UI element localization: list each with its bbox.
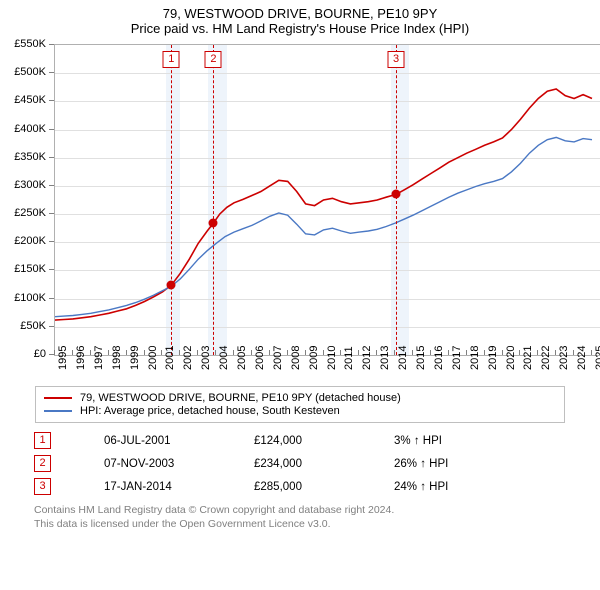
sale-date: 17-JAN-2014 xyxy=(104,475,254,498)
table-row: 3 17-JAN-2014£285,00024% ↑ HPI xyxy=(34,475,566,498)
sale-delta: 3% ↑ HPI xyxy=(394,429,566,452)
x-axis-label: 1995 xyxy=(57,346,77,370)
sale-point xyxy=(167,281,176,290)
y-axis-label: £50K xyxy=(0,320,46,332)
table-row: 2 07-NOV-2003£234,00026% ↑ HPI xyxy=(34,452,566,475)
y-axis-label: £200K xyxy=(0,235,46,247)
y-axis-label: £100K xyxy=(0,292,46,304)
sale-marker-badge: 1 xyxy=(163,51,180,68)
plot-area: 1 2 3 xyxy=(54,44,600,356)
price-chart: 123 £0£50K£100K£150K£200K£250K£300K£350K… xyxy=(40,44,600,384)
x-axis-label: 1997 xyxy=(93,346,113,370)
x-axis-label: 1998 xyxy=(111,346,131,370)
sale-badge: 2 xyxy=(34,455,51,472)
y-axis-label: £350K xyxy=(0,151,46,163)
x-axis-label: 2025 xyxy=(594,346,600,370)
x-axis-label: 2007 xyxy=(272,346,292,370)
legend-item: HPI: Average price, detached house, Sout… xyxy=(44,405,556,417)
footer-line: Contains HM Land Registry data © Crown c… xyxy=(34,504,566,518)
x-axis-label: 1996 xyxy=(75,346,95,370)
y-axis-label: £250K xyxy=(0,207,46,219)
sale-price: £124,000 xyxy=(254,429,394,452)
footer-line: This data is licensed under the Open Gov… xyxy=(34,518,566,532)
sale-badge: 1 xyxy=(34,432,51,449)
x-axis-label: 2006 xyxy=(254,346,274,370)
legend: 79, WESTWOOD DRIVE, BOURNE, PE10 9PY (de… xyxy=(35,386,565,423)
y-axis-label: £450K xyxy=(0,94,46,106)
sale-price: £234,000 xyxy=(254,452,394,475)
line-series xyxy=(55,45,600,355)
legend-item: 79, WESTWOOD DRIVE, BOURNE, PE10 9PY (de… xyxy=(44,392,556,404)
x-axis-label: 2009 xyxy=(308,346,328,370)
sale-delta: 26% ↑ HPI xyxy=(394,452,566,475)
sales-table: 1 06-JUL-2001£124,0003% ↑ HPI 2 07-NOV-2003… xyxy=(34,429,566,498)
table-row: 1 06-JUL-2001£124,0003% ↑ HPI xyxy=(34,429,566,452)
attribution-footer: Contains HM Land Registry data © Crown c… xyxy=(34,504,566,531)
sale-badge: 3 xyxy=(34,478,51,495)
x-axis-label: 2018 xyxy=(469,346,489,370)
y-axis-label: £550K xyxy=(0,38,46,50)
y-axis-label: £500K xyxy=(0,66,46,78)
series-property xyxy=(55,89,592,320)
sale-marker-line xyxy=(213,45,214,355)
y-axis-label: £0 xyxy=(0,348,46,360)
legend-label: HPI: Average price, detached house, Sout… xyxy=(80,405,340,417)
x-axis-label: 2017 xyxy=(451,346,471,370)
sale-date: 07-NOV-2003 xyxy=(104,452,254,475)
chart-subtitle: Price paid vs. HM Land Registry's House … xyxy=(0,21,600,40)
legend-label: 79, WESTWOOD DRIVE, BOURNE, PE10 9PY (de… xyxy=(80,392,401,404)
sale-marker-badge: 3 xyxy=(388,51,405,68)
sale-marker-badge: 2 xyxy=(205,51,222,68)
x-axis-label: 1999 xyxy=(129,346,149,370)
sale-marker-line xyxy=(396,45,397,355)
x-axis-label: 2019 xyxy=(487,346,507,370)
sale-point xyxy=(209,219,218,228)
chart-title: 79, WESTWOOD DRIVE, BOURNE, PE10 9PY xyxy=(0,0,600,21)
y-axis-label: £300K xyxy=(0,179,46,191)
y-axis-label: £150K xyxy=(0,263,46,275)
series-hpi xyxy=(55,137,592,316)
sale-point xyxy=(392,190,401,199)
sale-price: £285,000 xyxy=(254,475,394,498)
sale-marker-line xyxy=(171,45,172,355)
legend-swatch xyxy=(44,410,72,412)
x-axis-label: 2008 xyxy=(290,346,310,370)
x-axis-label: 2016 xyxy=(433,346,453,370)
sale-date: 06-JUL-2001 xyxy=(104,429,254,452)
sale-delta: 24% ↑ HPI xyxy=(394,475,566,498)
y-axis-label: £400K xyxy=(0,123,46,135)
legend-swatch xyxy=(44,397,72,399)
